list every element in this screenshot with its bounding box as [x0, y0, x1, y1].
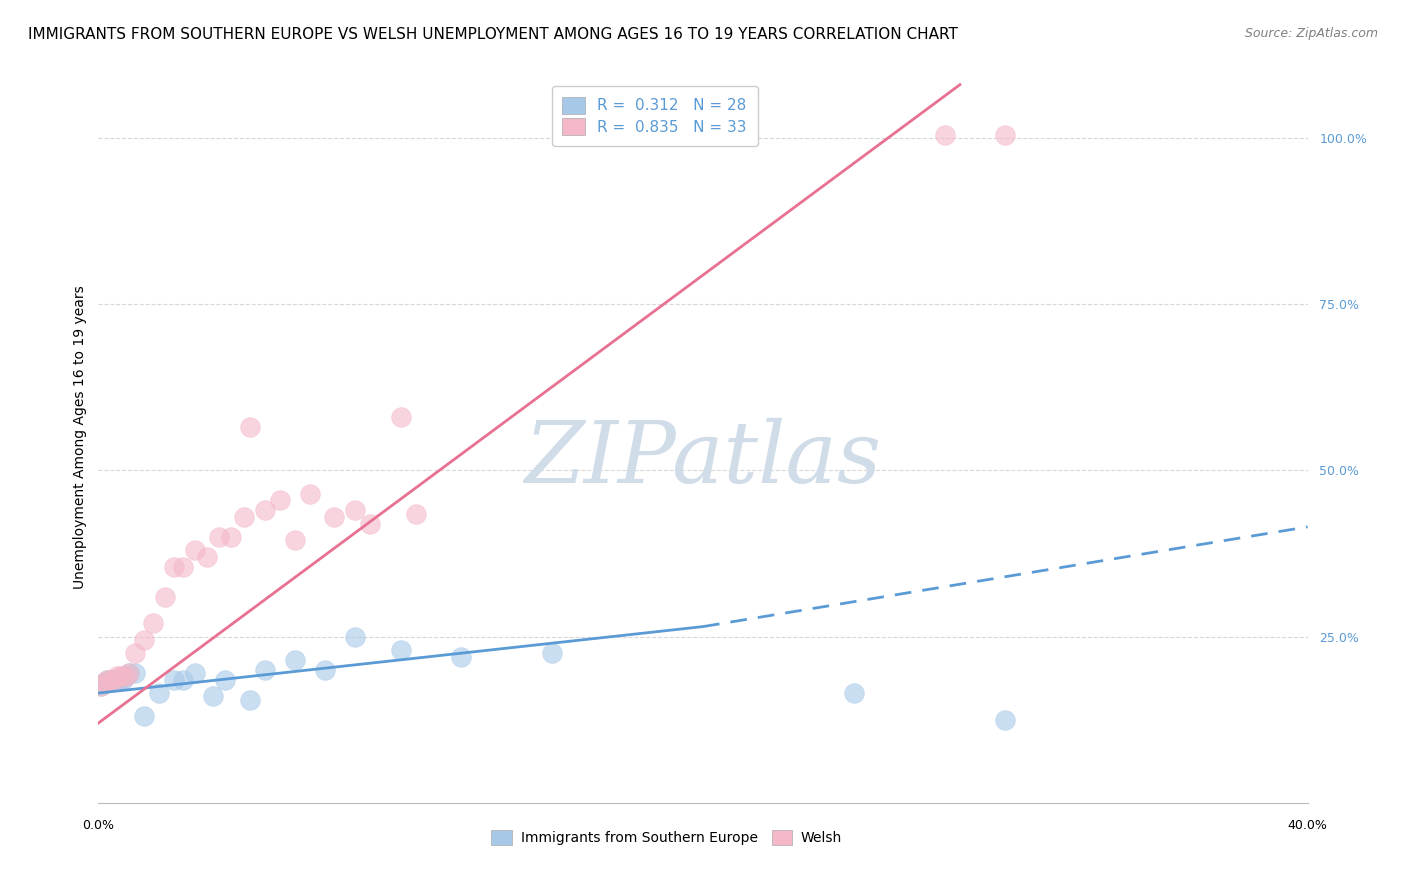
Point [96, 673, 118, 687]
Point [114, 669, 136, 683]
Point [221, 530, 243, 544]
Point [389, 410, 412, 425]
Point [111, 669, 134, 683]
Point [105, 669, 128, 683]
Point [124, 646, 146, 660]
Text: ZIPatlas: ZIPatlas [524, 417, 882, 500]
Point [100, 673, 122, 687]
Point [184, 543, 207, 558]
Point [184, 666, 207, 681]
Point [202, 690, 225, 704]
Point [195, 549, 218, 564]
Point [153, 590, 176, 604]
Point [172, 673, 194, 687]
Point [232, 509, 254, 524]
Point [142, 616, 165, 631]
Point [93, 676, 115, 690]
Text: IMMIGRANTS FROM SOUTHERN EUROPE VS WELSH UNEMPLOYMENT AMONG AGES 16 TO 19 YEARS : IMMIGRANTS FROM SOUTHERN EUROPE VS WELSH… [28, 27, 957, 42]
Point [253, 503, 276, 517]
Point [90, 680, 112, 694]
Point [299, 486, 322, 500]
Point [96, 673, 118, 687]
Point [108, 669, 131, 683]
Point [239, 692, 262, 706]
Point [389, 643, 412, 657]
Text: Source: ZipAtlas.com: Source: ZipAtlas.com [1244, 27, 1378, 40]
Point [450, 649, 472, 664]
Point [100, 673, 122, 687]
Point [314, 663, 336, 677]
Point [994, 713, 1017, 727]
Point [118, 666, 141, 681]
Point [132, 709, 155, 723]
Point [93, 676, 115, 690]
Point [111, 673, 134, 687]
Point [108, 673, 131, 687]
Point [208, 530, 231, 544]
Point [163, 559, 186, 574]
Point [105, 673, 128, 687]
Point [360, 516, 382, 531]
Point [114, 669, 136, 683]
Point [163, 673, 186, 687]
Point [284, 653, 307, 667]
Point [344, 630, 367, 644]
Point [994, 128, 1017, 142]
Point [103, 673, 125, 687]
Point [269, 493, 291, 508]
Legend: Immigrants from Southern Europe, Welsh: Immigrants from Southern Europe, Welsh [486, 825, 848, 851]
Point [214, 673, 236, 687]
Point [124, 666, 146, 681]
Point [344, 503, 367, 517]
Point [323, 509, 346, 524]
Point [172, 559, 194, 574]
Point [132, 632, 155, 647]
Point [103, 673, 125, 687]
Point [405, 507, 427, 521]
Point [934, 128, 956, 142]
Point [148, 686, 170, 700]
Point [90, 680, 112, 694]
Point [540, 646, 562, 660]
Point [118, 666, 141, 681]
Point [253, 663, 276, 677]
Point [239, 420, 262, 434]
Point [284, 533, 307, 548]
Point [844, 686, 866, 700]
Y-axis label: Unemployment Among Ages 16 to 19 years: Unemployment Among Ages 16 to 19 years [73, 285, 87, 589]
